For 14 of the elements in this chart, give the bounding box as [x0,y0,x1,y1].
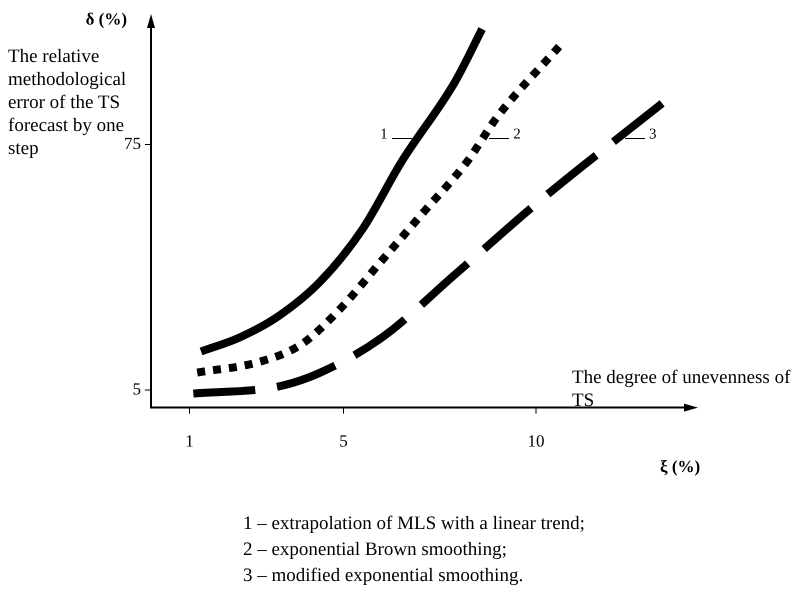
text: 2 – exponential Brown smoothing; [243,538,507,561]
x-axis-title: ξ (%) [660,456,700,476]
annotation: The degree of unevenness of TS [572,366,792,412]
x-tick-label: 1 [185,431,194,450]
text: 1 – extrapolation of MLS with a linear trend; [243,512,585,535]
y-tick-label: 75 [124,134,141,154]
legend-label: 3 [649,126,657,143]
x-tick-label: 10 [528,431,544,450]
text: The relative methodological error of the TS forecast by one step [8,45,126,160]
series-label: 1 [380,126,388,143]
text: 3 – modified exponential smoothing. [243,564,524,587]
x-tick-label: 5 [339,431,348,450]
legend-label: 2 [513,126,521,143]
y-axis-title: δ (%) [86,9,127,28]
